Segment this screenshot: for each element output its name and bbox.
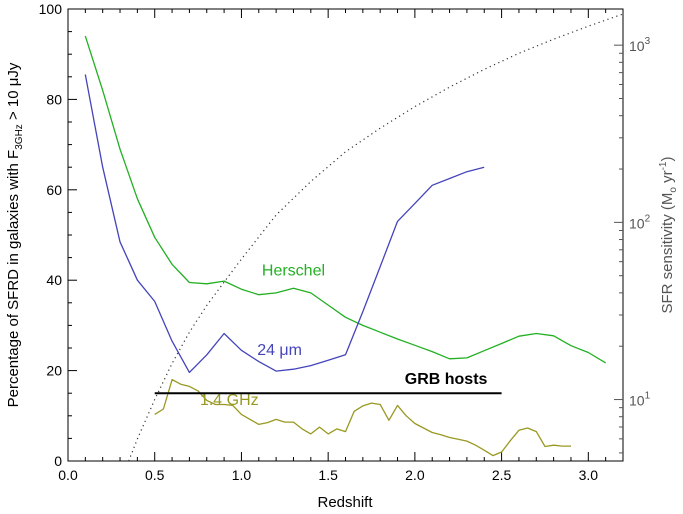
series-label-24-m: 24 μm (257, 342, 302, 359)
series-line-24-m (84, 74, 485, 374)
y2-tick-label: 102 (629, 213, 651, 231)
x-tick-label: 0.0 (58, 467, 78, 483)
x-tick-labels: 0.0 0.5 1.0 1.5 2.0 2.5 3.0 (58, 467, 598, 483)
y2-axis-title-sub: o (668, 187, 679, 193)
series-layer: Herschel 24 μm 1.4 GHz (84, 13, 624, 462)
y2-axis-title-main: SFR sensitivity (M (659, 193, 676, 314)
series-label-herschel: Herschel (262, 263, 325, 280)
series-label-1-4-ghz: 1.4 GHz (200, 392, 259, 409)
y2-tick-exp: 1 (645, 391, 651, 402)
x-tick-label: 2.0 (405, 467, 425, 483)
y-axis-title-sub: 3GHz (14, 124, 25, 150)
y2-tick-exp: 3 (645, 36, 651, 47)
annotation-layer: GRB hosts (154, 371, 502, 395)
x-tick-label: 1.5 (318, 467, 338, 483)
y2-axis-title: SFR sensitivity (Mo yr-1) (658, 157, 679, 314)
y2-tick-label: 103 (629, 36, 651, 54)
series-line-1-4-ghz (154, 378, 571, 457)
y-tick-label: 60 (46, 182, 62, 198)
y2-tick-base: 10 (629, 38, 645, 54)
x-axis-title: Redshift (317, 494, 373, 511)
x-tick-label: 0.5 (145, 467, 165, 483)
y-tick-label: 0 (54, 453, 62, 469)
tick-marks (67, 8, 623, 462)
y2-tick-exp: 2 (645, 213, 651, 224)
y-tick-label: 100 (39, 1, 63, 17)
y2-axis-title-sup: -1 (658, 161, 669, 170)
y-tick-label: 40 (46, 272, 62, 288)
y-tick-label: 20 (46, 363, 62, 379)
series-line-herschel (84, 35, 607, 364)
y-axis-title: Percentage of SFRD in galaxies with F3GH… (5, 62, 25, 407)
y2-axis-title-tail: ) (659, 157, 676, 162)
y2-axis-title-mid: yr (659, 170, 676, 187)
y-axis-title-tail: > 10 μJy (5, 62, 22, 124)
x-tick-label: 3.0 (579, 467, 599, 483)
y-tick-labels: 0 20 40 60 80 100 (39, 1, 63, 469)
y-axis-title-main: Percentage of SFRD in galaxies with F (5, 150, 22, 408)
y2-tick-base: 10 (629, 215, 645, 231)
x-tick-label: 2.5 (492, 467, 512, 483)
y2-tick-base: 10 (629, 393, 645, 409)
y-tick-label: 80 (46, 91, 62, 107)
y2-tick-label: 101 (629, 391, 651, 409)
grb-hosts-label: GRB hosts (405, 371, 488, 388)
x-tick-label: 1.0 (232, 467, 252, 483)
